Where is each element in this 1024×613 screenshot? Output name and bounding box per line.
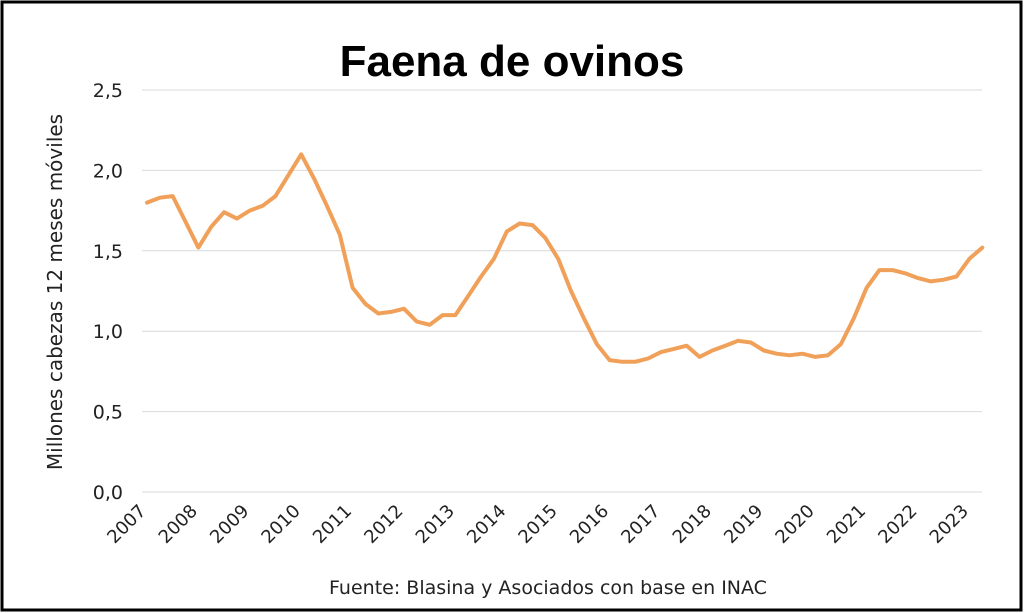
y-tick-label: 0,0 xyxy=(93,482,123,504)
y-tick-label: 0,5 xyxy=(93,402,123,424)
y-tick-label: 2,5 xyxy=(93,80,123,102)
chart-title: Faena de ovinos xyxy=(340,37,685,86)
data-line xyxy=(145,152,985,364)
source-note: Fuente: Blasina y Asociados con base en … xyxy=(329,577,767,599)
y-tick-label: 1,0 xyxy=(93,321,123,343)
y-tick-label: 2,0 xyxy=(93,160,123,182)
y-axis-label: Millones cabezas 12 meses móviles xyxy=(43,114,67,470)
y-tick-label: 1,5 xyxy=(93,241,123,263)
